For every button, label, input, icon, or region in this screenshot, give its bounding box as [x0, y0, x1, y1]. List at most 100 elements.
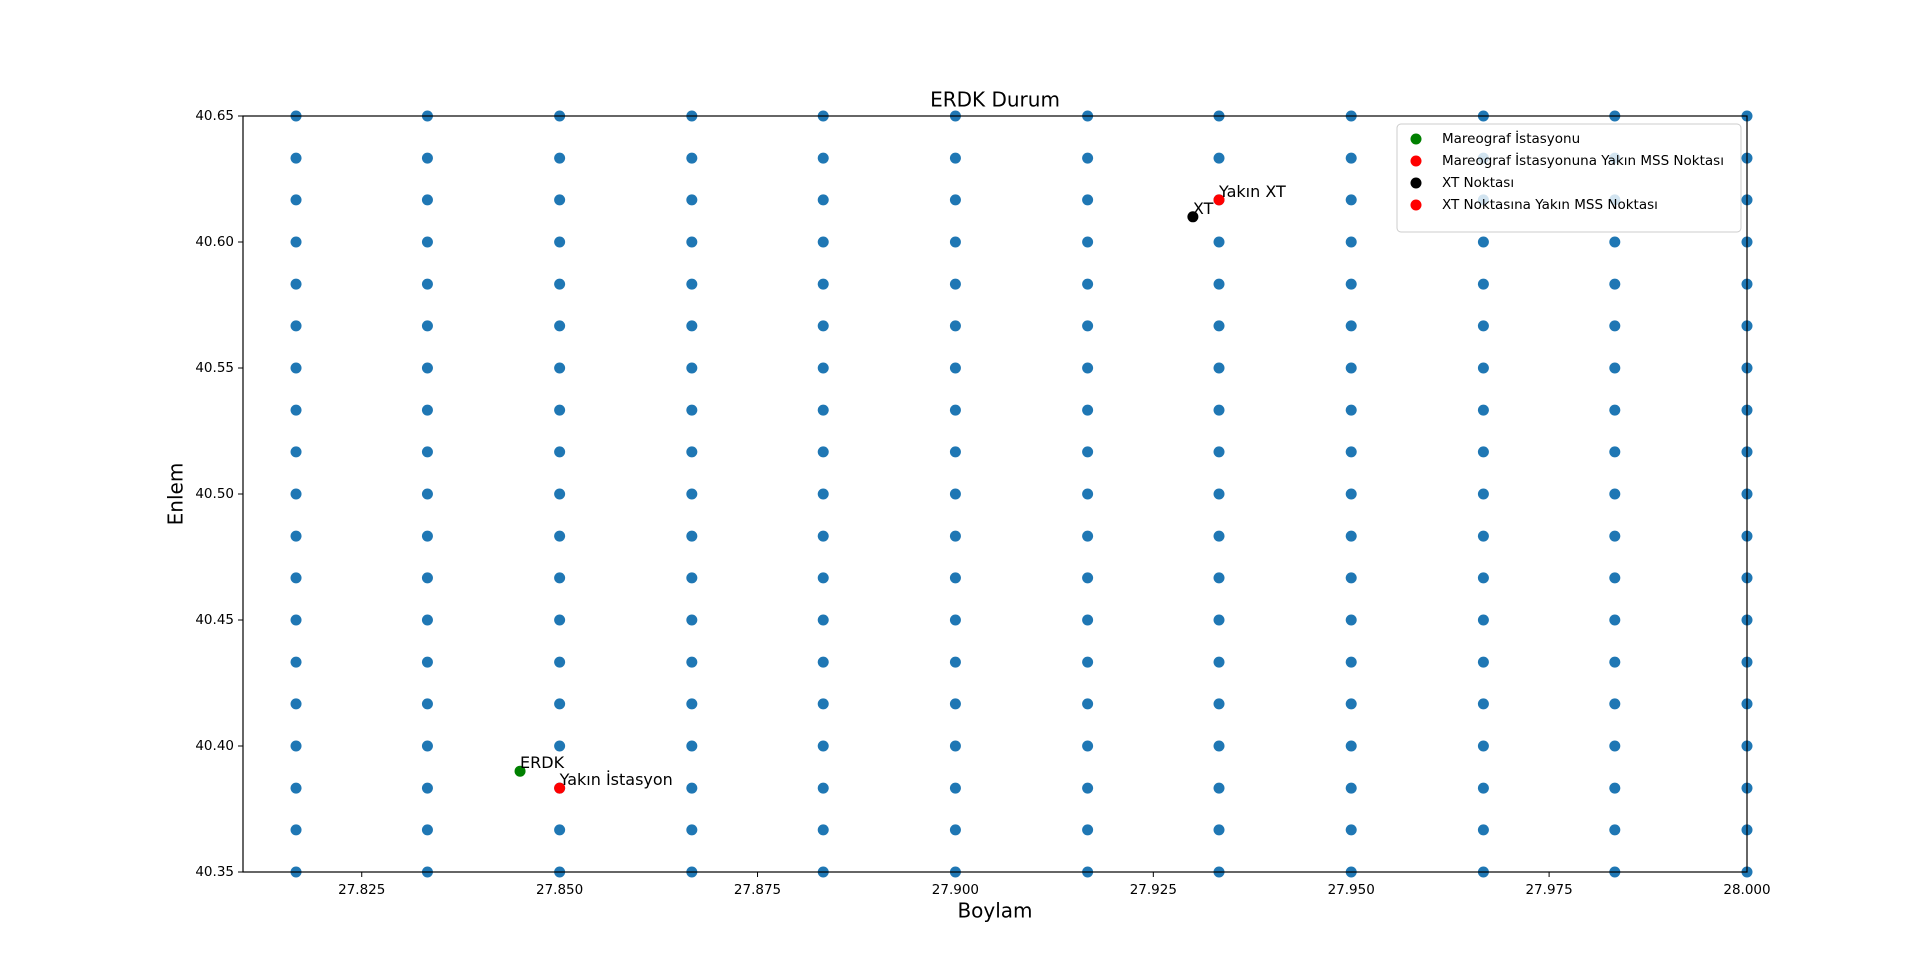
- point: [290, 446, 302, 458]
- point: [1609, 698, 1621, 710]
- point: [686, 236, 698, 248]
- legend-marker: [1410, 133, 1422, 145]
- point: [1213, 782, 1225, 794]
- point: [290, 782, 302, 794]
- point: [949, 740, 961, 752]
- point: [421, 572, 433, 584]
- point: [290, 236, 302, 248]
- y-tick-label: 40.60: [195, 234, 234, 250]
- point: [817, 278, 829, 290]
- point: [817, 698, 829, 710]
- point: [554, 530, 566, 542]
- point: [1345, 236, 1357, 248]
- point: [686, 194, 698, 206]
- point: [1187, 211, 1199, 223]
- point: [421, 236, 433, 248]
- point: [1082, 278, 1094, 290]
- point: [1213, 362, 1225, 374]
- x-tick-label: 27.925: [1130, 882, 1177, 898]
- point: [554, 656, 566, 668]
- point: [686, 698, 698, 710]
- point: [1345, 530, 1357, 542]
- point: [554, 740, 566, 752]
- point: [1477, 362, 1489, 374]
- y-tick-label: 40.40: [195, 738, 234, 754]
- point: [1345, 404, 1357, 416]
- point: [817, 362, 829, 374]
- point: [1609, 236, 1621, 248]
- y-tick-label: 40.65: [195, 108, 234, 124]
- point: [421, 824, 433, 836]
- point: [1213, 740, 1225, 752]
- point: [421, 446, 433, 458]
- legend-label: Mareograf İstasyonu: [1442, 129, 1580, 147]
- point: [554, 824, 566, 836]
- point: [290, 362, 302, 374]
- point: [421, 782, 433, 794]
- x-tick-label: 27.975: [1525, 882, 1572, 898]
- point: [290, 152, 302, 164]
- point: [686, 572, 698, 584]
- point: [554, 698, 566, 710]
- point: [1345, 362, 1357, 374]
- x-tick-label: 28.000: [1723, 882, 1770, 898]
- point: [949, 194, 961, 206]
- point: [949, 656, 961, 668]
- point: [1082, 236, 1094, 248]
- x-tick-label: 27.825: [338, 882, 385, 898]
- legend-marker: [1410, 155, 1422, 167]
- point: [421, 404, 433, 416]
- point: [817, 572, 829, 584]
- point: [949, 278, 961, 290]
- point: [290, 404, 302, 416]
- point: [1609, 824, 1621, 836]
- point: [1345, 278, 1357, 290]
- point: [686, 152, 698, 164]
- point: [1345, 656, 1357, 668]
- point: [1345, 782, 1357, 794]
- point: [1609, 488, 1621, 500]
- point: [1477, 488, 1489, 500]
- point: [554, 320, 566, 332]
- point: [817, 824, 829, 836]
- point: [1345, 488, 1357, 500]
- point: [554, 404, 566, 416]
- point: [421, 194, 433, 206]
- point: [421, 740, 433, 752]
- x-tick-label: 27.900: [932, 882, 979, 898]
- point: [949, 488, 961, 500]
- x-tick-label: 27.850: [536, 882, 583, 898]
- point: [290, 698, 302, 710]
- point: [421, 530, 433, 542]
- point: [290, 530, 302, 542]
- point: [686, 362, 698, 374]
- point: [1082, 488, 1094, 500]
- point: [290, 824, 302, 836]
- y-tick-label: 40.45: [195, 612, 234, 628]
- point: [1082, 404, 1094, 416]
- point: [949, 614, 961, 626]
- annotation: ERDK: [520, 753, 565, 772]
- point: [817, 152, 829, 164]
- point: [817, 614, 829, 626]
- point: [1477, 446, 1489, 458]
- point: [1213, 194, 1225, 206]
- y-tick-label: 40.35: [195, 864, 234, 880]
- point: [1345, 740, 1357, 752]
- point: [1609, 614, 1621, 626]
- point: [1213, 698, 1225, 710]
- point: [949, 782, 961, 794]
- point: [949, 236, 961, 248]
- point: [554, 152, 566, 164]
- point: [1213, 152, 1225, 164]
- point: [1213, 446, 1225, 458]
- point: [817, 488, 829, 500]
- point: [1477, 740, 1489, 752]
- point: [1609, 278, 1621, 290]
- legend: Mareograf İstasyonu Mareograf İstasyonuna…: [1396, 123, 1742, 233]
- point: [817, 404, 829, 416]
- x-axis-label: Boylam: [957, 899, 1032, 923]
- point: [1082, 320, 1094, 332]
- point: [949, 530, 961, 542]
- point: [817, 446, 829, 458]
